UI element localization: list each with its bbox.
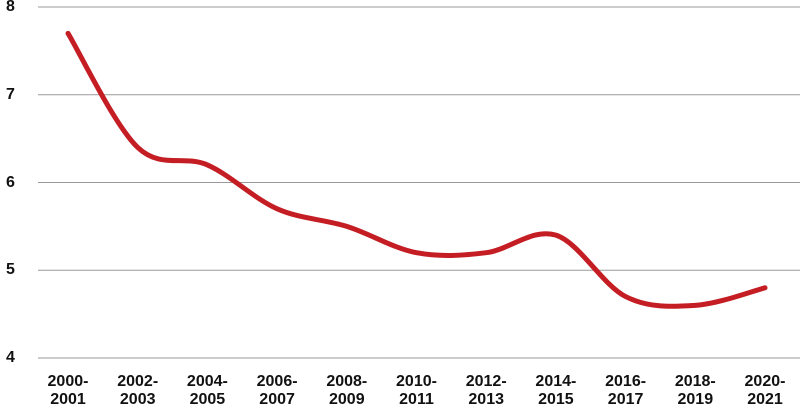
x-tick-label: 2008- 2009 bbox=[326, 373, 368, 408]
x-tick-label: 2006- 2007 bbox=[256, 373, 298, 408]
y-tick-label: 8 bbox=[6, 0, 15, 15]
y-tick-label: 6 bbox=[6, 173, 15, 191]
x-tick-label: 2010- 2011 bbox=[396, 373, 437, 408]
x-tick-label: 2004- 2005 bbox=[186, 373, 228, 408]
y-tick-label: 4 bbox=[6, 349, 15, 366]
x-tick-label: 2020- 2021 bbox=[744, 373, 786, 408]
y-tick-label: 5 bbox=[6, 261, 15, 279]
x-tick-label: 2016- 2017 bbox=[605, 373, 647, 408]
x-tick-label: 2018- 2019 bbox=[674, 373, 716, 408]
x-tick-label: 2014- 2015 bbox=[535, 373, 577, 408]
y-tick-label: 7 bbox=[6, 85, 15, 103]
data-line bbox=[65, 30, 768, 309]
x-tick-label: 2002- 2003 bbox=[117, 373, 159, 408]
x-tick-label: 2012- 2013 bbox=[465, 373, 507, 408]
x-tick-label: 2000- 2001 bbox=[47, 373, 89, 408]
